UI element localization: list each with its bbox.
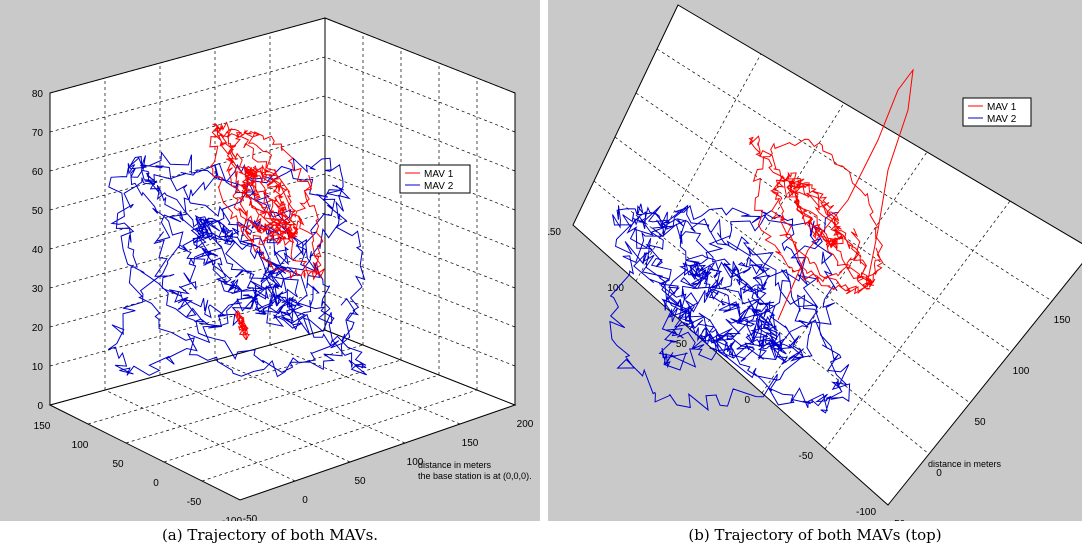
floor-grid-line bbox=[104, 389, 296, 482]
z-grid-line bbox=[49, 17, 516, 94]
y-tick-label: -50 bbox=[799, 451, 814, 462]
floor-grid-line bbox=[163, 374, 440, 463]
x-tick-label: 0 bbox=[936, 468, 942, 479]
floor-grid-line bbox=[269, 344, 461, 425]
z-tick-label: 80 bbox=[32, 89, 44, 100]
annotation-line-1: distance in meters bbox=[418, 460, 492, 470]
grid-line bbox=[635, 92, 1012, 353]
plot-box-3d: 01020304050607080150100500-50-100-500501… bbox=[32, 17, 534, 521]
annotation-line-1: distance in meters bbox=[928, 459, 1002, 469]
y-tick-label: 0 bbox=[153, 478, 159, 489]
plot-area bbox=[572, 4, 1082, 506]
x-tick-label: 0 bbox=[302, 495, 308, 506]
caption-3d: (a) Trajectory of both MAVs. bbox=[161, 526, 379, 544]
y-tick-label: 50 bbox=[676, 339, 688, 350]
y-tick-label: 150 bbox=[548, 227, 561, 238]
y-tick-label: -100 bbox=[222, 516, 242, 521]
y-tick-label: -100 bbox=[856, 507, 876, 518]
z-grid-line bbox=[49, 95, 516, 172]
chart-panel-3d: 01020304050607080150100500-50-100-500501… bbox=[0, 0, 540, 521]
grid-line bbox=[761, 151, 928, 394]
y-tick-label: 100 bbox=[72, 440, 89, 451]
grid-line bbox=[656, 48, 1053, 302]
z-grid-line bbox=[49, 290, 516, 367]
y-tick-label: 50 bbox=[112, 459, 124, 470]
x-tick-label: -50 bbox=[243, 514, 258, 521]
chart-3d-svg: 01020304050607080150100500-50-100-500501… bbox=[32, 17, 534, 521]
y-tick-label: -50 bbox=[187, 497, 202, 508]
annotation-line-2: the base station is at (0,0,0). bbox=[418, 471, 532, 481]
z-tick-label: 70 bbox=[32, 128, 44, 139]
series-mav1-path-bottom bbox=[234, 309, 251, 341]
y-tick-label: 100 bbox=[607, 283, 624, 294]
z-grid-line bbox=[49, 251, 516, 328]
z-tick-label: 30 bbox=[32, 284, 44, 295]
x-tick-label: 100 bbox=[1013, 366, 1030, 377]
floor-grid-line bbox=[201, 389, 478, 482]
legend-label-mav2: MAV 2 bbox=[424, 181, 454, 192]
x-tick-label: 50 bbox=[974, 417, 986, 428]
series-mav2-path bbox=[107, 151, 368, 378]
caption-top: (b) Trajectory of both MAVs (top) bbox=[688, 526, 942, 544]
series-mav1-path bbox=[748, 135, 884, 295]
x-tick-label: -50 bbox=[891, 519, 906, 521]
floor-grid-line bbox=[214, 359, 406, 444]
z-tick-label: 20 bbox=[32, 323, 44, 334]
y-tick-label: 150 bbox=[34, 421, 51, 432]
legend-label-mav2: MAV 2 bbox=[987, 114, 1017, 125]
z-tick-label: 10 bbox=[32, 362, 44, 373]
z-tick-label: 50 bbox=[32, 206, 44, 217]
z-tick-label: 60 bbox=[32, 167, 44, 178]
z-grid-line bbox=[49, 212, 516, 289]
x-tick-label: 50 bbox=[354, 476, 366, 487]
x-tick-label: 150 bbox=[462, 438, 479, 449]
x-tick-label: 100 bbox=[407, 457, 424, 468]
series-mav1-path bbox=[209, 121, 325, 281]
grid-line bbox=[614, 136, 971, 404]
grid-lines-top bbox=[593, 48, 1053, 455]
series-mav2-path bbox=[609, 203, 851, 414]
legend-label-mav1: MAV 1 bbox=[987, 102, 1017, 113]
z-tick-label: 40 bbox=[32, 245, 44, 256]
z-grid-line bbox=[49, 56, 516, 133]
grid-line bbox=[698, 102, 845, 338]
legend-label-mav1: MAV 1 bbox=[424, 169, 454, 180]
z-grid-line bbox=[49, 173, 516, 250]
x-tick-label: 150 bbox=[1054, 315, 1071, 326]
y-tick-label: 0 bbox=[744, 395, 750, 406]
z-tick-label: 0 bbox=[37, 401, 43, 412]
floor-grid-line bbox=[159, 374, 351, 463]
legend-box bbox=[962, 97, 1032, 127]
grid-lines-3d bbox=[49, 17, 516, 482]
x-tick-label: 200 bbox=[517, 419, 534, 430]
grid-line bbox=[635, 53, 762, 282]
legend-box bbox=[399, 164, 471, 194]
series-mav1-path-arm bbox=[777, 68, 914, 321]
